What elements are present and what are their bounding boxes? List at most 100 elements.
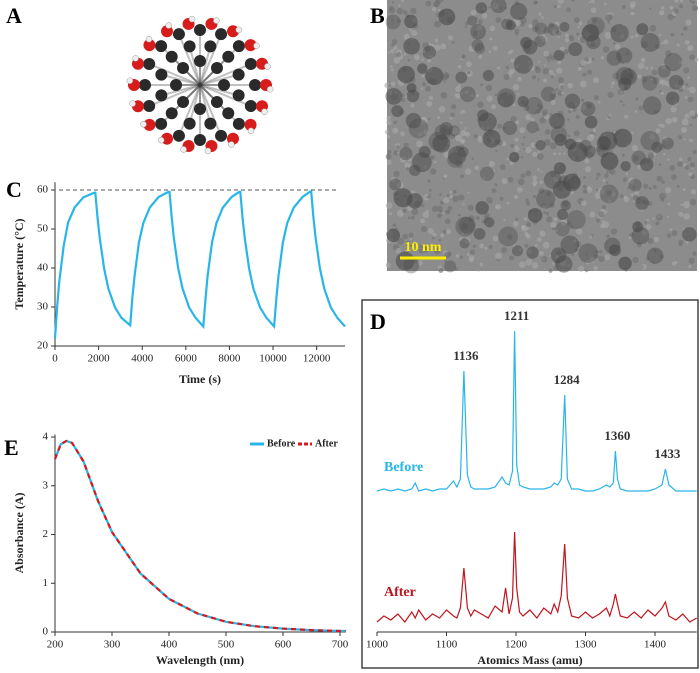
tem-grain (680, 127, 687, 134)
tem-grain (428, 42, 432, 46)
tem-grain (446, 194, 450, 198)
nanoparticle (647, 247, 664, 264)
tem-grain (502, 126, 506, 131)
tem-grain (530, 142, 536, 148)
y-tick-label: 3 (43, 479, 49, 491)
tem-grain (548, 69, 554, 75)
tem-grain (443, 259, 447, 263)
tem-grain (524, 232, 529, 237)
tem-grain (549, 93, 556, 100)
nanoparticle (613, 128, 633, 148)
tem-grain (541, 16, 544, 19)
tem-grain (561, 91, 565, 95)
tem-grain (588, 257, 596, 264)
tem-grain (507, 176, 514, 183)
tem-grain (434, 44, 441, 51)
tem-grain (458, 194, 465, 201)
tem-grain (418, 244, 423, 249)
tem-grain (607, 13, 614, 20)
y-tick-label: 4 (43, 431, 49, 443)
tem-grain (658, 123, 662, 127)
tem-grain (470, 9, 477, 16)
tem-grain (575, 114, 580, 120)
tem-grain (545, 211, 550, 216)
bond (199, 84, 239, 97)
tem-grain (401, 0, 405, 3)
bond (199, 84, 212, 124)
tem-grain (676, 184, 680, 188)
tem-grain (431, 43, 435, 48)
nanoparticle (471, 39, 484, 52)
tem-grain (489, 37, 493, 41)
nanoparticle (596, 145, 609, 158)
tem-grain (420, 116, 426, 122)
hydrogen (204, 147, 212, 155)
tem-grain (523, 136, 526, 139)
bond (148, 63, 201, 86)
tem-grain (385, 153, 392, 160)
nanoparticle (439, 122, 453, 136)
tem-grain (432, 232, 437, 237)
tem-grain (688, 264, 692, 269)
tem-grain (588, 1, 591, 4)
tem-grain (421, 58, 424, 61)
tem-texture (384, 0, 699, 274)
tem-grain (542, 112, 547, 117)
tem-grain (436, 116, 441, 120)
nanoparticle (557, 208, 569, 220)
tem-grain (669, 5, 674, 10)
tem-grain (418, 132, 423, 137)
tem-grain (420, 87, 424, 91)
nanoparticle (482, 129, 501, 148)
nanoparticle (405, 112, 422, 129)
tem-grain (516, 92, 520, 96)
tem-grain (517, 187, 523, 193)
tem-grain (550, 99, 556, 106)
tem-grain (433, 247, 441, 255)
tem-grain (687, 157, 692, 162)
tem-grain (488, 160, 495, 167)
tem-grain (476, 24, 483, 31)
tem-grain (449, 116, 453, 120)
tem-grain (543, 211, 546, 214)
tem-grain (566, 221, 572, 226)
tem-grain (460, 121, 463, 125)
tem-grain (582, 175, 586, 179)
tem-grain (430, 155, 435, 160)
tem-grain (630, 35, 634, 39)
tem-grain (557, 35, 560, 38)
tem-grain (398, 4, 401, 7)
tem-grain (460, 174, 465, 179)
tem-grain (451, 41, 455, 44)
tem-grain (538, 60, 541, 64)
panel-label: A (6, 3, 22, 28)
x-tick-label: 6000 (175, 353, 198, 365)
nanoparticle (513, 54, 533, 74)
tem-grain (541, 256, 548, 263)
tem-grain (619, 194, 624, 199)
tem-grain (689, 86, 696, 94)
tem-grain (551, 29, 558, 36)
tem-grain (411, 215, 415, 220)
tem-grain (687, 76, 690, 79)
nanoparticle (385, 88, 403, 105)
tem-grain (552, 177, 558, 182)
tem-grain (573, 239, 577, 243)
bond (199, 63, 252, 86)
tem-grain (425, 209, 429, 213)
tem-grain (656, 109, 660, 113)
tem-grain (422, 82, 427, 87)
tem-grain (580, 200, 587, 207)
tem-grain (385, 262, 391, 268)
tem-grain (422, 42, 429, 49)
x-tick-label: 600 (275, 639, 292, 651)
tem-grain (630, 193, 634, 197)
tem-grain (665, 187, 672, 194)
tem-grain (462, 203, 465, 206)
tem-grain (609, 169, 616, 175)
tem-grain (521, 225, 528, 232)
nanoparticle (553, 162, 566, 175)
hydrogen (235, 26, 243, 34)
tem-grain (660, 124, 665, 128)
tem-grain (440, 127, 447, 134)
